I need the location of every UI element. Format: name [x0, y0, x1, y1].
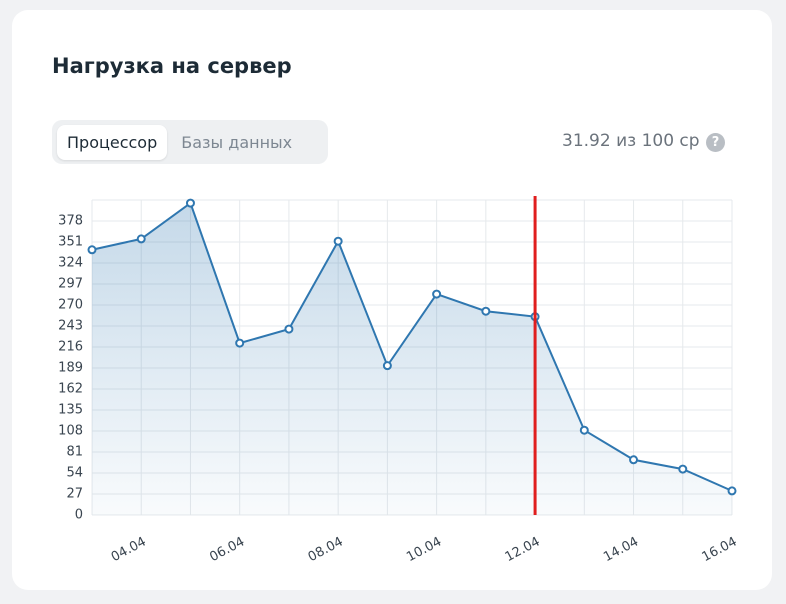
point: [87, 245, 97, 255]
point: [678, 464, 688, 474]
card-title: Нагрузка на сервер: [52, 54, 292, 78]
point: [382, 361, 392, 371]
y-tick-label: 27: [66, 487, 83, 502]
tab-bar: Процессор Базы данных: [52, 120, 328, 164]
usage-text: 31.92 из 100 ср: [562, 131, 700, 151]
point: [432, 289, 442, 299]
y-tick-label: 189: [58, 361, 83, 376]
y-tick-label: 351: [58, 235, 83, 250]
help-icon[interactable]: ?: [706, 133, 725, 152]
y-tick-label: 243: [58, 319, 83, 334]
point: [185, 198, 195, 208]
line: [91, 201, 733, 492]
point: [481, 306, 491, 316]
x-tick-label: 16.04: [700, 534, 740, 565]
y-tick-label: 270: [58, 298, 83, 313]
y-tick-label: 54: [66, 466, 83, 481]
y-tick-label: 135: [58, 403, 83, 418]
y-tick-label: 378: [58, 214, 83, 229]
y-tick-label: 0: [75, 508, 83, 523]
x-tick-label: 10.04: [404, 534, 444, 565]
point: [727, 486, 737, 496]
area: [92, 203, 732, 515]
x-tick-label: 14.04: [601, 534, 641, 565]
x-tick-label: 08.04: [306, 534, 346, 565]
point: [333, 236, 343, 246]
y-tick-label: 324: [58, 256, 83, 271]
point: [579, 425, 589, 435]
tab[interactable]: Базы данных: [181, 132, 293, 152]
y-tick-label: 108: [58, 424, 83, 439]
point: [136, 234, 146, 244]
y-tick-label: 297: [58, 277, 83, 292]
point: [284, 324, 294, 334]
y-tick-label: 81: [66, 445, 83, 460]
y-tick-label: 216: [58, 340, 83, 355]
tab[interactable]: Процессор: [57, 124, 168, 160]
point: [629, 455, 639, 465]
x-tick-label: 12.04: [503, 534, 543, 565]
y-tick-label: 162: [58, 382, 83, 397]
x-tick-label: 06.04: [207, 534, 247, 565]
x-tick-label: 04.04: [109, 534, 149, 565]
point: [235, 338, 245, 348]
